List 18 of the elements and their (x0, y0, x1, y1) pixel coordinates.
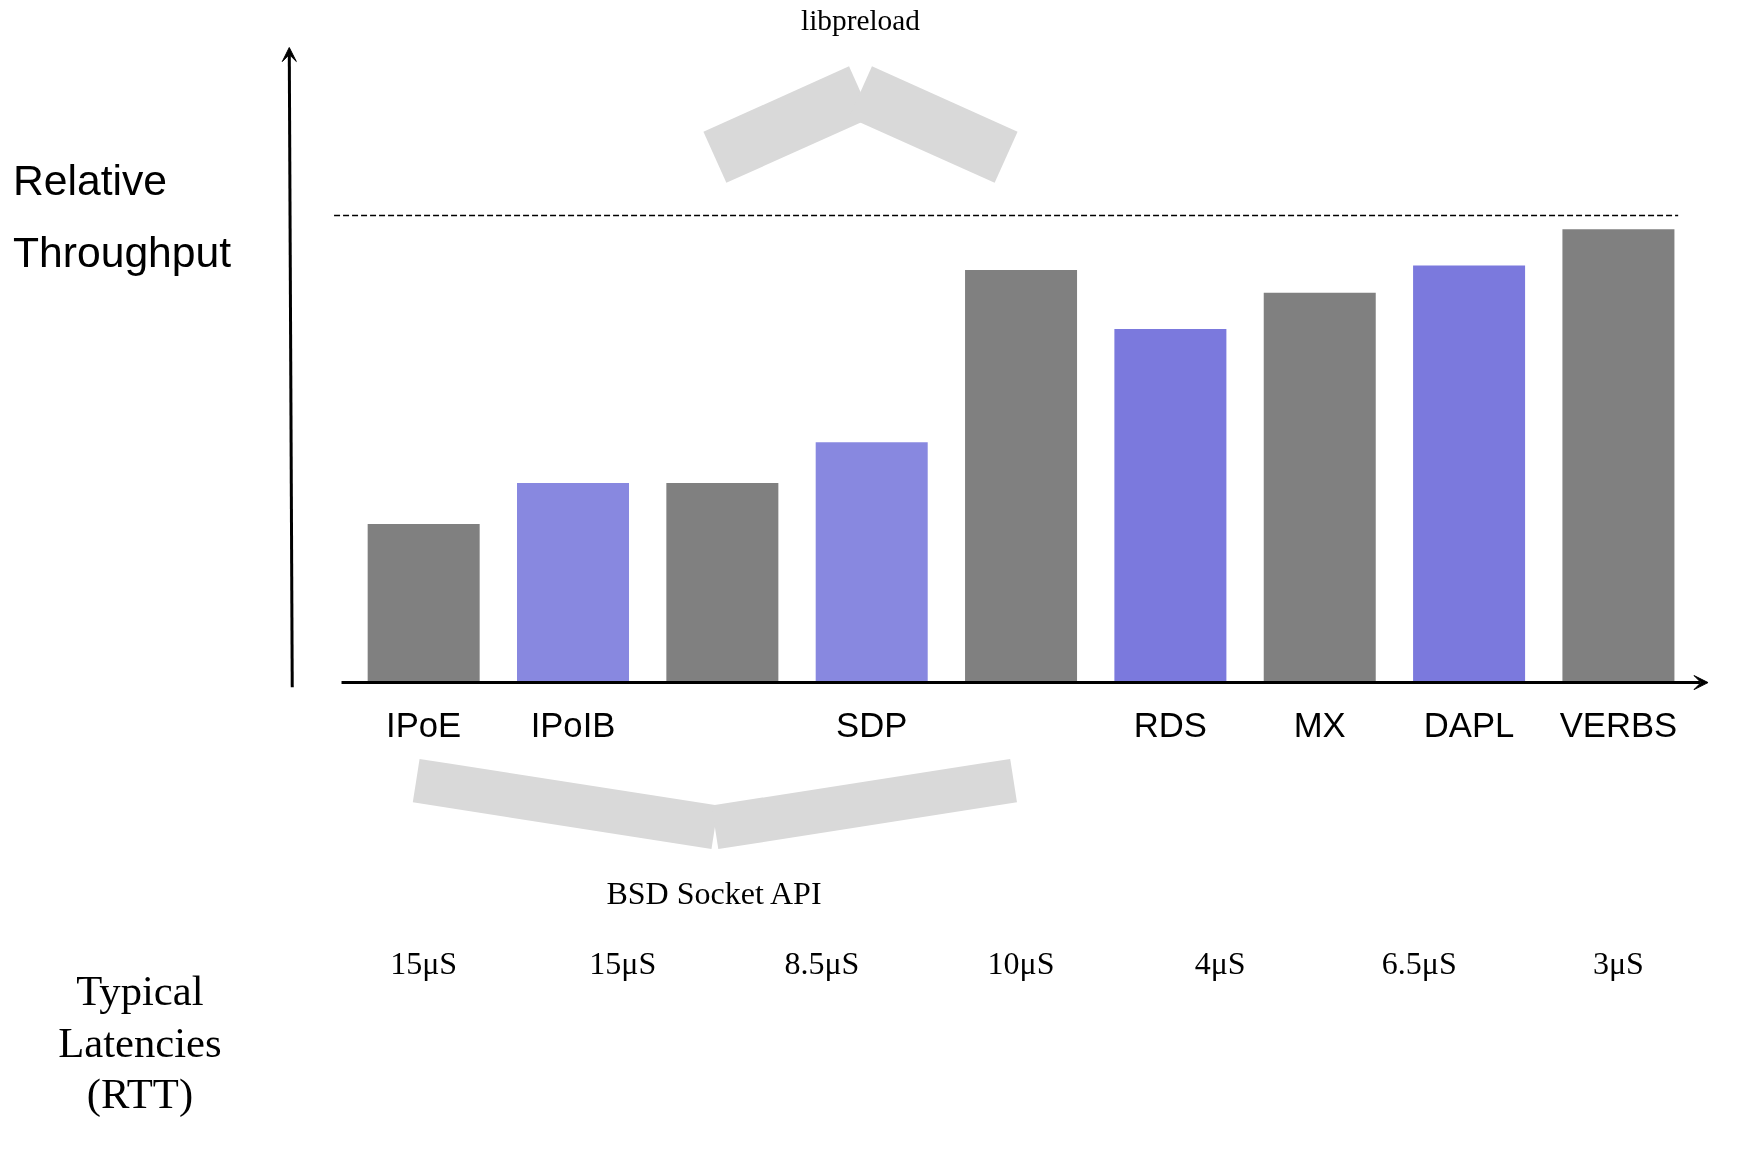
x-tick-label: RDS (1133, 705, 1207, 744)
x-tick-label: IPoE (386, 705, 462, 744)
x-tick-label: MX (1293, 705, 1346, 744)
text: Typical Latencies (RTT) (58, 966, 222, 1119)
text: 15μS (589, 944, 657, 981)
text: libpreload (801, 3, 921, 36)
text: 3μS (1592, 944, 1644, 981)
text: 10μS (987, 944, 1055, 981)
x-tick-label: VERBS (1559, 705, 1678, 744)
x-tick-label: IPoIB (530, 705, 616, 744)
x-tick-label: DAPL (1423, 705, 1515, 744)
x-tick-label: SDP (836, 705, 908, 744)
text: 4μS (1194, 944, 1246, 981)
text: 6.5μS (1381, 944, 1457, 981)
text: BSD Socket API (606, 874, 822, 911)
text: 15μS (390, 944, 458, 981)
text: 8.5μS (784, 944, 860, 981)
y-axis-title: Relative Throughput (12, 155, 232, 276)
